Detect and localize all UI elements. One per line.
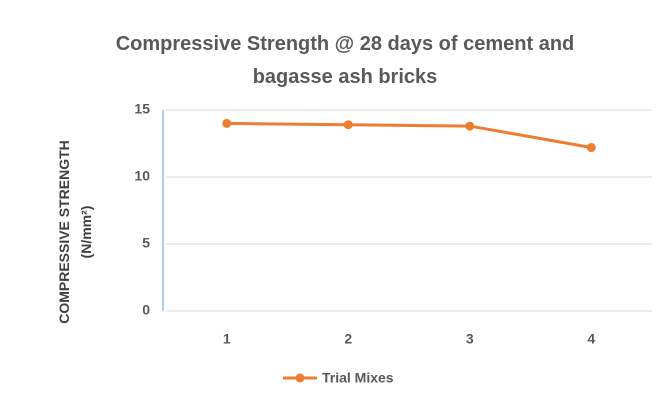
data-point [586,143,596,153]
y-tick-label: 5 [142,235,150,251]
data-point [222,118,232,128]
y-axis-label: COMPRESSIVE STRENGTH (N/mm²) [56,140,94,324]
legend-marker [295,373,305,383]
y-tick-label: 15 [134,101,150,117]
series-line [226,121,592,149]
y-tick-label: 0 [142,302,150,318]
x-tick-label: 3 [466,331,474,347]
x-tick-label: 4 [587,331,595,347]
y-tick-label: 10 [134,168,150,184]
data-point [465,121,475,131]
legend-label: Trial Mixes [322,370,394,386]
x-tick-label: 2 [344,331,352,347]
x-tick-label: 1 [223,331,231,347]
data-point [343,120,353,130]
chart-title: Compressive Strength @ 28 days of cement… [115,33,575,88]
